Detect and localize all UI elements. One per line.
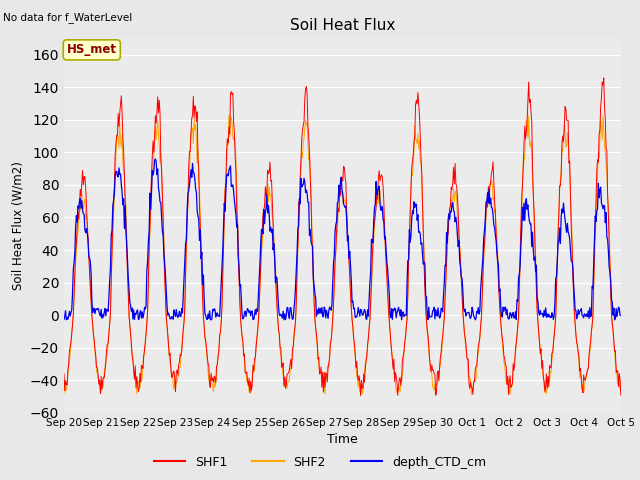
- Title: Soil Heat Flux: Soil Heat Flux: [290, 18, 395, 33]
- Y-axis label: Soil Heat Flux (W/m2): Soil Heat Flux (W/m2): [12, 161, 24, 290]
- Legend: SHF1, SHF2, depth_CTD_cm: SHF1, SHF2, depth_CTD_cm: [148, 451, 492, 474]
- Text: HS_met: HS_met: [67, 43, 116, 56]
- Text: No data for f_WaterLevel: No data for f_WaterLevel: [3, 12, 132, 23]
- X-axis label: Time: Time: [327, 433, 358, 446]
